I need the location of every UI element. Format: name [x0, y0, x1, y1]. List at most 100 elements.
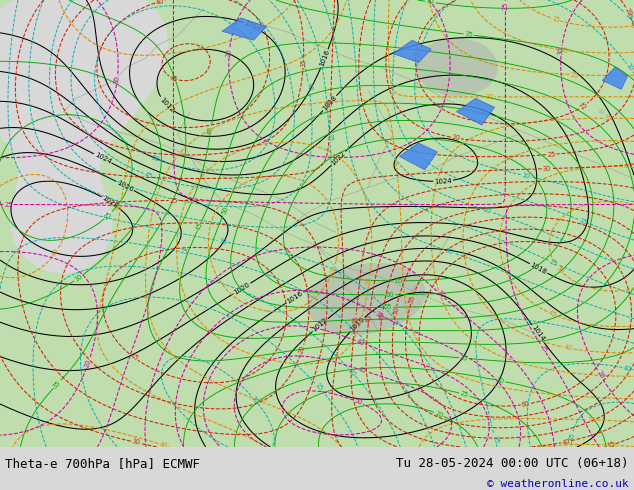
Text: 40: 40 [306, 82, 313, 91]
Text: 45: 45 [195, 221, 204, 232]
Text: 20: 20 [226, 48, 233, 57]
Text: 25: 25 [460, 391, 469, 399]
Text: 40: 40 [155, 0, 165, 5]
Text: 50: 50 [392, 306, 399, 316]
Text: 50: 50 [221, 206, 230, 216]
Text: 20: 20 [595, 369, 605, 380]
Text: 35: 35 [464, 31, 473, 38]
Text: 25: 25 [587, 416, 596, 423]
Text: 1012: 1012 [158, 96, 175, 113]
Text: 65: 65 [394, 278, 403, 284]
Text: 35: 35 [117, 202, 124, 211]
Text: 1024: 1024 [434, 177, 452, 185]
Text: 15: 15 [578, 101, 588, 111]
Text: 20: 20 [451, 134, 460, 142]
Polygon shape [399, 143, 437, 170]
Text: 30: 30 [436, 290, 446, 299]
Text: 1014: 1014 [243, 20, 262, 33]
Text: 20: 20 [624, 7, 633, 17]
Text: 25: 25 [4, 201, 13, 207]
Text: 1018: 1018 [529, 262, 548, 275]
Text: 30: 30 [328, 98, 334, 106]
Text: 30: 30 [426, 0, 435, 6]
Text: 45: 45 [143, 171, 153, 179]
Text: 10: 10 [249, 394, 259, 405]
Text: 1016: 1016 [285, 290, 304, 305]
Text: 25: 25 [570, 72, 579, 78]
Text: 40: 40 [51, 247, 60, 258]
Text: 55: 55 [384, 304, 392, 310]
Text: 50: 50 [353, 397, 363, 406]
Text: 20: 20 [347, 368, 357, 378]
Text: 1014: 1014 [530, 324, 545, 343]
Text: 30: 30 [444, 247, 455, 256]
Text: 40: 40 [561, 438, 571, 445]
Text: 25: 25 [547, 151, 556, 158]
Text: 30: 30 [486, 94, 494, 100]
Text: 20: 20 [482, 206, 493, 215]
Text: 1020: 1020 [233, 281, 251, 295]
Text: 45: 45 [569, 432, 576, 441]
Text: 35: 35 [604, 115, 612, 121]
Text: 30: 30 [113, 74, 120, 84]
Text: 45: 45 [547, 309, 557, 318]
Text: 40: 40 [365, 314, 372, 323]
Text: 40: 40 [623, 365, 633, 372]
Text: 25: 25 [179, 248, 189, 256]
Text: 30: 30 [257, 398, 268, 406]
Text: 35: 35 [460, 355, 469, 362]
Text: Tu 28-05-2024 00:00 UTC (06+18): Tu 28-05-2024 00:00 UTC (06+18) [396, 457, 629, 470]
Text: 35: 35 [491, 435, 499, 444]
Text: 35: 35 [52, 379, 62, 389]
Text: 40: 40 [207, 125, 214, 135]
Text: 15: 15 [129, 352, 139, 362]
Text: 1018: 1018 [321, 95, 338, 112]
Polygon shape [222, 18, 266, 40]
Text: 10: 10 [521, 172, 531, 180]
Text: 20: 20 [434, 410, 444, 419]
Text: 1012: 1012 [311, 317, 329, 333]
Text: 60: 60 [386, 292, 394, 298]
Text: 35: 35 [300, 58, 307, 67]
Polygon shape [393, 40, 431, 63]
Text: 30: 30 [218, 238, 228, 245]
Text: 1016: 1016 [318, 49, 331, 68]
Text: 25: 25 [548, 258, 559, 267]
Text: 15: 15 [550, 15, 560, 24]
Text: 30: 30 [74, 273, 84, 283]
Text: 20: 20 [611, 442, 619, 448]
Text: 35: 35 [375, 310, 385, 319]
Text: 40: 40 [158, 441, 168, 449]
Text: Theta-e 700hPa [hPa] ECMWF: Theta-e 700hPa [hPa] ECMWF [5, 457, 200, 470]
Text: 45: 45 [169, 74, 179, 83]
Text: 15: 15 [623, 11, 633, 22]
Text: 50: 50 [555, 265, 565, 275]
Text: 45: 45 [378, 312, 385, 321]
Text: 10: 10 [625, 62, 634, 73]
Text: 40: 40 [564, 344, 573, 352]
Polygon shape [456, 98, 495, 125]
Text: 30: 30 [558, 47, 565, 55]
Text: 15: 15 [314, 382, 323, 392]
Text: © weatheronline.co.uk: © weatheronline.co.uk [487, 479, 629, 489]
Text: 1028: 1028 [101, 195, 119, 209]
Text: 60: 60 [521, 400, 531, 408]
Text: 1024: 1024 [93, 152, 112, 165]
Text: 35: 35 [327, 133, 333, 142]
Text: 15: 15 [578, 217, 588, 225]
Text: 55: 55 [408, 294, 417, 304]
Text: 20: 20 [330, 264, 338, 274]
Text: 1026: 1026 [116, 179, 134, 193]
Text: 40: 40 [356, 338, 366, 347]
Text: 30: 30 [131, 439, 141, 446]
Text: 35: 35 [606, 441, 616, 449]
Text: 30: 30 [543, 166, 552, 172]
Text: 25: 25 [366, 276, 373, 286]
Text: 20: 20 [84, 358, 93, 368]
Text: 25: 25 [103, 210, 113, 221]
Text: 50: 50 [150, 154, 160, 163]
Text: 1022: 1022 [330, 150, 347, 167]
Text: 40: 40 [197, 45, 206, 52]
Polygon shape [602, 67, 628, 89]
Text: 25: 25 [170, 197, 178, 203]
